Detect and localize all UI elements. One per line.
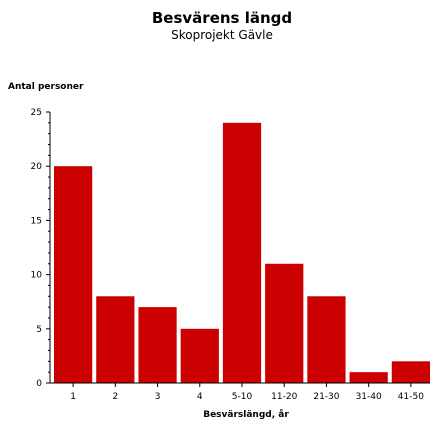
y-tick-label: 15 [31,216,42,226]
x-tick-label: 5-10 [232,392,253,402]
x-tick-label: 4 [197,392,203,402]
bar-5-10 [222,122,262,383]
bar-41-50 [391,361,430,383]
y-axis-title: Antal personer [8,82,84,92]
y-tick-label: 5 [36,325,42,335]
chart-title: Besvärens längd [152,9,292,27]
y-tick-label: 20 [31,162,43,172]
y-tick-label: 25 [31,108,42,118]
x-tick-label: 41-50 [398,392,424,402]
x-tick-label: 11-20 [271,392,297,402]
y-tick-label: 10 [31,271,43,281]
bar-4 [180,328,219,383]
bar-2 [96,296,135,383]
bar-3 [138,307,177,383]
bar-21-30 [307,296,346,383]
bar-1 [54,166,93,383]
x-tick-label: 1 [70,392,76,402]
x-tick-label: 2 [112,392,118,402]
x-axis-title: Besvärslängd, år [203,409,289,420]
x-tick-label: 21-30 [313,392,339,402]
y-axis-ticks: 0 5 10 15 20 25 [31,108,50,389]
x-tick-label: 3 [155,392,161,402]
y-tick-label: 0 [36,379,42,389]
x-tick-label: 31-40 [356,392,382,402]
chart-subtitle: Skoprojekt Gävle [171,28,273,42]
bar-11-20 [265,263,304,383]
bar-31-40 [349,372,388,383]
bars-group [54,122,430,383]
x-axis-ticks: 1 2 3 4 5-10 11-20 21-30 31-40 41-50 [70,383,424,402]
